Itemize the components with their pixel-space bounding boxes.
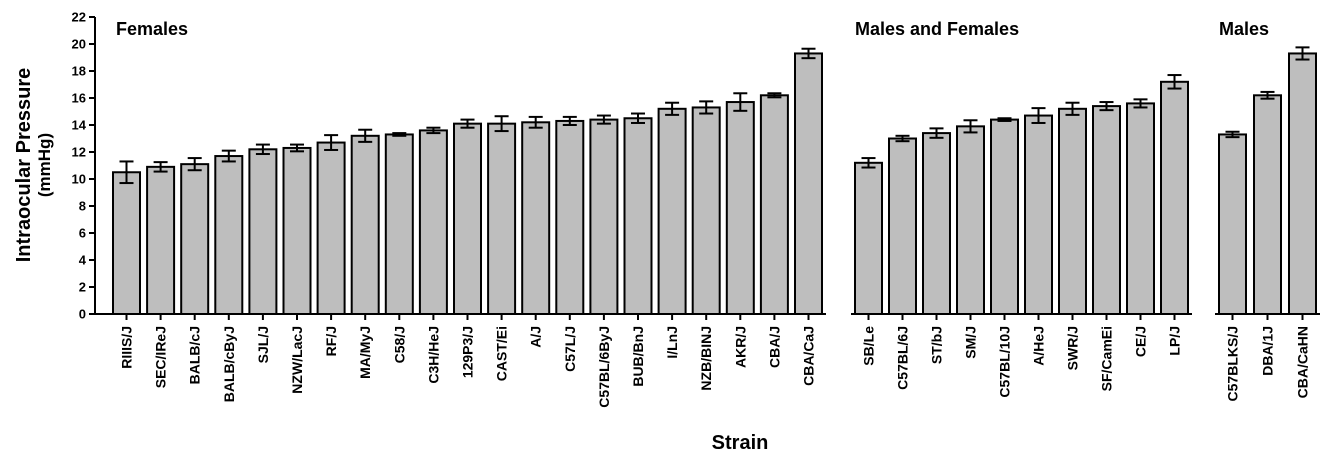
x-tick-label: SM/J [963, 326, 979, 359]
y-tick-label: 2 [79, 280, 86, 295]
x-tick-label: C57L/J [562, 326, 578, 372]
label-layer: Females RIIIS/J SEC/IReJ BALB/cJ BALB/cByJ SJ… [116, 19, 1311, 408]
x-tick-label: SB/Le [861, 326, 877, 366]
x-tick-label: A/J [528, 326, 544, 348]
bar [990, 118, 1019, 315]
x-tick-label: C57BLKS/J [1225, 326, 1241, 401]
x-tick-label: BALB/cJ [187, 326, 203, 384]
bar [888, 137, 917, 315]
bar [146, 165, 176, 315]
bar [1253, 94, 1282, 315]
bar-layer [112, 46, 1317, 316]
x-tick-label: RF/J [323, 326, 339, 356]
x-tick-label: ST/bJ [929, 326, 945, 364]
bar [1218, 133, 1247, 315]
group-label: Females [116, 19, 188, 39]
x-tick-label: CBA/J [766, 326, 782, 368]
x-tick-label: SEC/IReJ [153, 326, 169, 388]
bar [214, 155, 244, 315]
x-tick-label: 129P3/J [460, 326, 476, 378]
bar [350, 134, 380, 315]
group-label: Males and Females [855, 19, 1019, 39]
y-tick-label: 10 [72, 172, 86, 187]
x-tick-label: NZB/BINJ [698, 326, 714, 391]
x-axis-title: Strain [712, 432, 769, 454]
bar [418, 129, 448, 315]
y-tick-label: 18 [72, 64, 86, 79]
y-tick-label: 22 [72, 10, 86, 25]
bar [1288, 52, 1317, 315]
y-axis-unit: (mmHg) [35, 133, 54, 197]
x-tick-label: CBA/CaJ [801, 326, 817, 386]
x-tick-label: SJL/J [255, 326, 271, 363]
y-tick-label: 16 [72, 91, 86, 106]
bar [248, 148, 278, 315]
bar [1024, 114, 1053, 315]
bar [623, 117, 653, 315]
x-tick-label: CAST/Ei [494, 326, 510, 381]
bar [555, 119, 585, 315]
bar [1126, 102, 1155, 316]
x-tick-label: RIIIS/J [119, 326, 135, 369]
bar [922, 132, 951, 315]
bar [453, 122, 482, 316]
x-tick-label: I/LnJ [664, 326, 680, 359]
x-tick-label: SF/CamEi [1099, 326, 1115, 391]
x-tick-label: LP/J [1167, 326, 1183, 356]
x-tick-label: CBA/CaHN [1295, 326, 1311, 398]
x-tick-label: CE/J [1133, 326, 1149, 357]
x-tick-label: MA/MyJ [357, 326, 373, 379]
bar [1058, 107, 1087, 315]
x-tick-label: SWR/J [1065, 326, 1081, 370]
y-tick-label: 0 [79, 307, 86, 322]
bar [725, 101, 755, 315]
x-tick-label: C57BL/6J [895, 326, 911, 390]
bar [657, 107, 687, 315]
x-tick-label: NZW/LacJ [289, 326, 305, 394]
bar [180, 163, 210, 315]
y-tick-label: 8 [79, 199, 86, 214]
bar [316, 141, 346, 315]
x-tick-label: A/HeJ [1031, 326, 1047, 366]
y-tick-label: 20 [72, 37, 86, 52]
bar [759, 94, 789, 315]
bar [1160, 80, 1189, 315]
x-tick-label: DBA/1J [1260, 326, 1276, 376]
y-tick-label: 4 [79, 253, 87, 268]
bar [691, 106, 721, 315]
y-tick-label: 14 [72, 118, 87, 133]
x-tick-label: BALB/cByJ [221, 326, 237, 402]
bar [854, 161, 883, 315]
x-tick-label: AKR/J [732, 326, 748, 368]
group-label: Males [1219, 19, 1269, 39]
bar [282, 146, 312, 315]
x-tick-label: C58/J [391, 326, 407, 363]
x-tick-label: BUB/BnJ [630, 326, 646, 387]
x-tick-label: C57BL/6ByJ [596, 326, 612, 408]
bar [589, 118, 619, 315]
bar [487, 122, 517, 316]
bar [956, 125, 985, 315]
y-tick-label: 6 [79, 226, 86, 241]
y-tick-label: 12 [72, 145, 86, 160]
bar [1092, 105, 1121, 315]
bar [112, 171, 141, 315]
y-axis-title: Intraocular Pressure [13, 68, 35, 263]
x-tick-label: C3H/HeJ [425, 326, 441, 384]
bar [384, 133, 414, 315]
x-tick-label: C57BL/10J [997, 326, 1013, 398]
bar [521, 121, 551, 315]
bar [794, 52, 823, 315]
